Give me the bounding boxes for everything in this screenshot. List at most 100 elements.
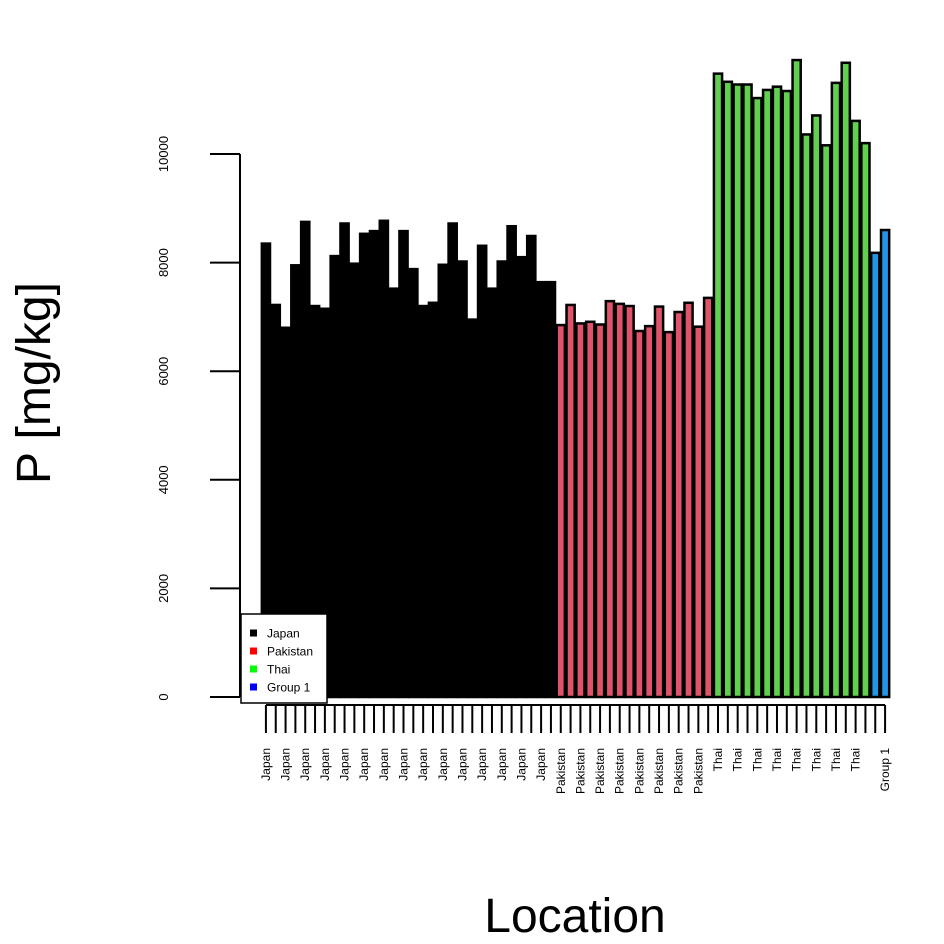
legend-label-0: Japan xyxy=(267,627,300,641)
x-axis-title: Location xyxy=(484,890,665,943)
bar-japan-23 xyxy=(486,287,498,699)
bar-thai-53 xyxy=(781,89,793,699)
bar-pakistan-37 xyxy=(624,304,635,699)
bar-pakistan-30 xyxy=(555,323,567,699)
y-tick-label-0: 0 xyxy=(156,693,171,700)
x-tick-label-32: Pakistan xyxy=(573,748,587,794)
bar-pakistan-43 xyxy=(683,301,694,699)
bar-pakistan-32 xyxy=(575,322,586,699)
bar-thai-61 xyxy=(860,141,871,699)
x-tick-label-2: Japan xyxy=(279,748,293,781)
legend-label-1: Pakistan xyxy=(267,645,313,659)
bar-pakistan-31 xyxy=(565,303,576,699)
legend-swatch-1 xyxy=(250,647,257,655)
legend-label-3: Group 1 xyxy=(267,681,311,695)
bar-thai-59 xyxy=(840,61,852,699)
bar-japan-26 xyxy=(516,255,527,699)
bar-thai-52 xyxy=(771,85,783,699)
bar-thai-48 xyxy=(732,83,744,699)
x-tick-label-24: Japan xyxy=(495,748,509,781)
bar-japan-11 xyxy=(368,229,380,699)
bar-japan-25 xyxy=(506,224,517,699)
bar-group-1-62 xyxy=(869,251,881,699)
y-axis-title: P [mg/kg] xyxy=(8,282,61,484)
legend: Japan Pakistan Thai Group 1 xyxy=(240,613,328,704)
bar-thai-50 xyxy=(751,96,763,699)
bar-pakistan-40 xyxy=(653,305,665,699)
x-tick-label-26: Japan xyxy=(514,748,528,781)
bar-japan-10 xyxy=(358,232,370,699)
bar-japan-7 xyxy=(329,254,341,699)
y-tick-label-3: 6000 xyxy=(156,357,171,386)
x-tick-label-58: Thai xyxy=(829,748,843,771)
bar-japan-24 xyxy=(496,260,508,699)
bar-japan-22 xyxy=(476,244,488,699)
x-tick-label-30: Pakistan xyxy=(554,748,568,794)
bar-group-1-63 xyxy=(879,228,891,699)
bar-japan-17 xyxy=(427,301,439,699)
bar-japan-16 xyxy=(417,304,429,699)
bar-japan-15 xyxy=(408,267,419,699)
x-tick-label-34: Pakistan xyxy=(593,748,607,794)
bar-japan-9 xyxy=(349,262,360,699)
bar-japan-29 xyxy=(545,280,557,699)
x-tick-label-38: Pakistan xyxy=(632,748,646,794)
x-tick-label-44: Pakistan xyxy=(691,748,705,794)
bar-thai-51 xyxy=(761,88,773,699)
bar-pakistan-44 xyxy=(693,325,704,699)
bar-thai-56 xyxy=(810,114,822,699)
x-tick-label-48: Thai xyxy=(731,748,745,771)
x-tick-label-18: Japan xyxy=(436,748,450,781)
bar-pakistan-35 xyxy=(604,299,616,699)
bar-thai-60 xyxy=(850,119,861,699)
x-tick-label-54: Thai xyxy=(790,748,804,771)
bar-pakistan-38 xyxy=(634,329,645,699)
bar-japan-12 xyxy=(378,219,390,699)
bar-japan-20 xyxy=(457,260,468,699)
bar-pakistan-42 xyxy=(673,310,685,699)
bar-japan-27 xyxy=(525,234,537,699)
x-axis: Japan Japan Japan Japan Japan Japan Japan Japan… xyxy=(259,704,892,794)
x-tick-label-52: Thai xyxy=(770,748,784,771)
x-tick-label-8: Japan xyxy=(338,748,352,781)
bar-japan-28 xyxy=(535,280,547,699)
bars-layer xyxy=(260,58,891,699)
x-tick-label-60: Thai xyxy=(849,748,863,771)
bar-thai-54 xyxy=(791,58,802,699)
x-tick-label-0: Japan xyxy=(259,748,273,781)
x-tick-label-40: Pakistan xyxy=(652,748,666,794)
bar-japan-18 xyxy=(437,263,449,699)
bar-thai-58 xyxy=(830,81,842,699)
x-tick-label-42: Pakistan xyxy=(672,748,686,794)
y-axis: 0 2000 4000 6000 8000 10000 xyxy=(156,136,241,701)
x-tick-label-63: Group 1 xyxy=(878,748,892,792)
x-tick-label-12: Japan xyxy=(377,748,391,781)
bar-thai-55 xyxy=(801,133,812,699)
x-tick-label-20: Japan xyxy=(455,748,469,781)
x-tick-label-10: Japan xyxy=(357,748,371,781)
y-tick-label-1: 2000 xyxy=(156,574,171,603)
legend-swatch-0 xyxy=(250,629,257,637)
x-tick-label-14: Japan xyxy=(397,748,411,781)
bar-pakistan-41 xyxy=(663,330,675,699)
bar-thai-49 xyxy=(742,83,753,699)
bar-pakistan-34 xyxy=(594,323,606,699)
bar-pakistan-36 xyxy=(614,302,626,699)
y-tick-label-5: 10000 xyxy=(156,136,171,172)
bar-japan-19 xyxy=(447,222,458,699)
bar-japan-8 xyxy=(339,222,350,699)
y-tick-label-4: 8000 xyxy=(156,248,171,277)
bar-japan-21 xyxy=(466,318,478,699)
y-tick-label-2: 4000 xyxy=(156,465,171,494)
x-tick-label-16: Japan xyxy=(416,748,430,781)
bar-thai-57 xyxy=(820,144,832,699)
x-tick-label-56: Thai xyxy=(809,748,823,771)
x-tick-label-50: Thai xyxy=(750,748,764,771)
bar-thai-47 xyxy=(722,80,734,699)
bar-pakistan-39 xyxy=(643,324,655,699)
legend-label-2: Thai xyxy=(267,663,290,677)
bar-pakistan-45 xyxy=(702,296,714,699)
x-tick-label-36: Pakistan xyxy=(613,748,627,794)
x-tick-label-22: Japan xyxy=(475,748,489,781)
